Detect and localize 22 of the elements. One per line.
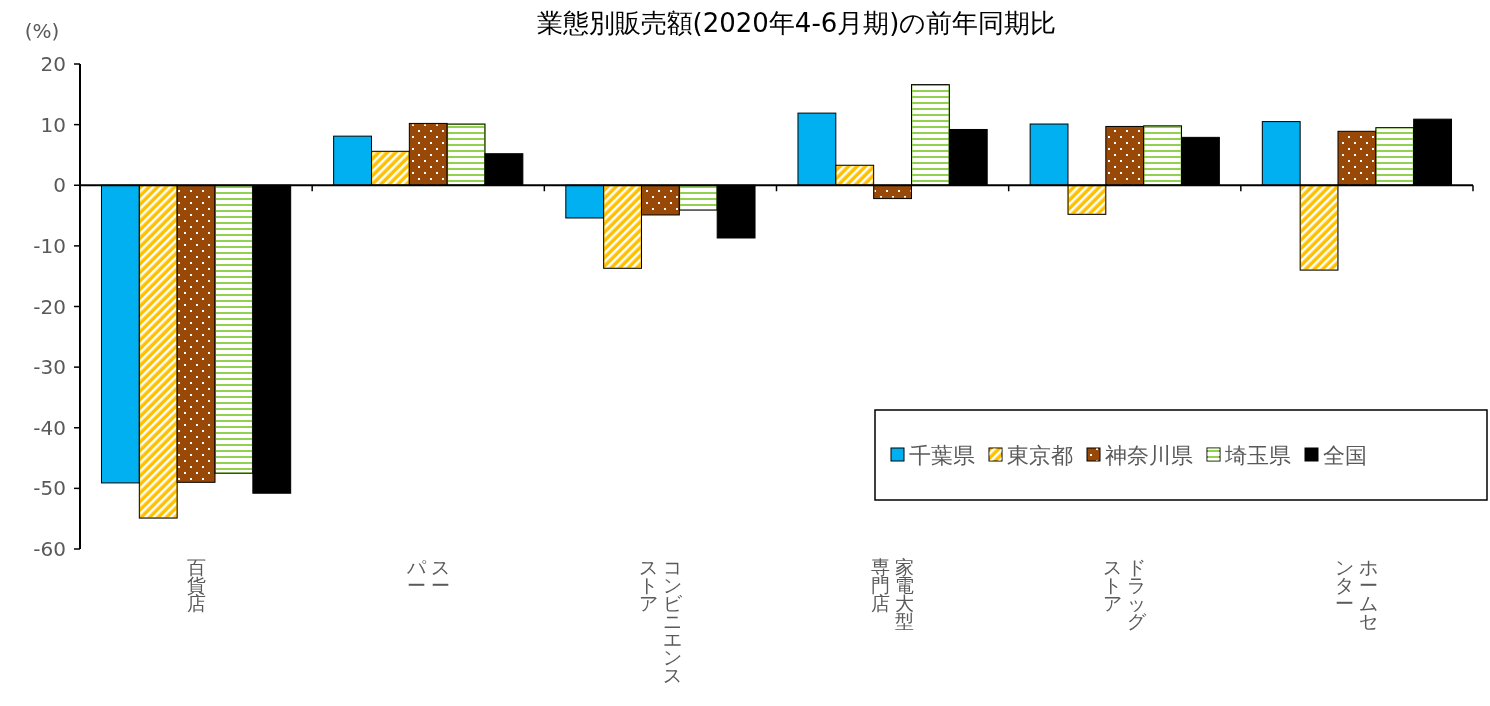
- y-tick-label: -20: [33, 294, 66, 319]
- y-tick-label: 10: [40, 112, 66, 137]
- y-tick-label: -50: [33, 476, 66, 501]
- y-tick-label: 20: [40, 52, 66, 76]
- legend-label: 東京都: [1007, 442, 1073, 468]
- y-tick-label: -30: [33, 355, 66, 380]
- chart-title: 業態別販売額(2020年4-6月期)の前年同期比: [536, 8, 1057, 38]
- x-tick-label: 百貨店: [186, 556, 206, 614]
- category-label: 家電大型専門店: [871, 556, 915, 632]
- y-axis-title: (%): [24, 19, 60, 43]
- x-tick-label: スーパー: [405, 556, 450, 596]
- y-tick-label: -40: [33, 415, 66, 440]
- category-label: ホームセンター: [1335, 556, 1379, 632]
- legend-label: 全国: [1323, 442, 1367, 468]
- category-label: ドラッグストア: [1103, 556, 1147, 632]
- legend-label: 神奈川県: [1105, 442, 1193, 468]
- y-tick-label: -10: [33, 233, 66, 258]
- y-tick-label: -60: [33, 537, 66, 561]
- category-label: コンビニエンスストア: [638, 556, 682, 686]
- legend-label: 千葉県: [909, 442, 975, 468]
- y-tick-label: 0: [53, 173, 66, 198]
- legend-label: 埼玉県: [1224, 442, 1291, 468]
